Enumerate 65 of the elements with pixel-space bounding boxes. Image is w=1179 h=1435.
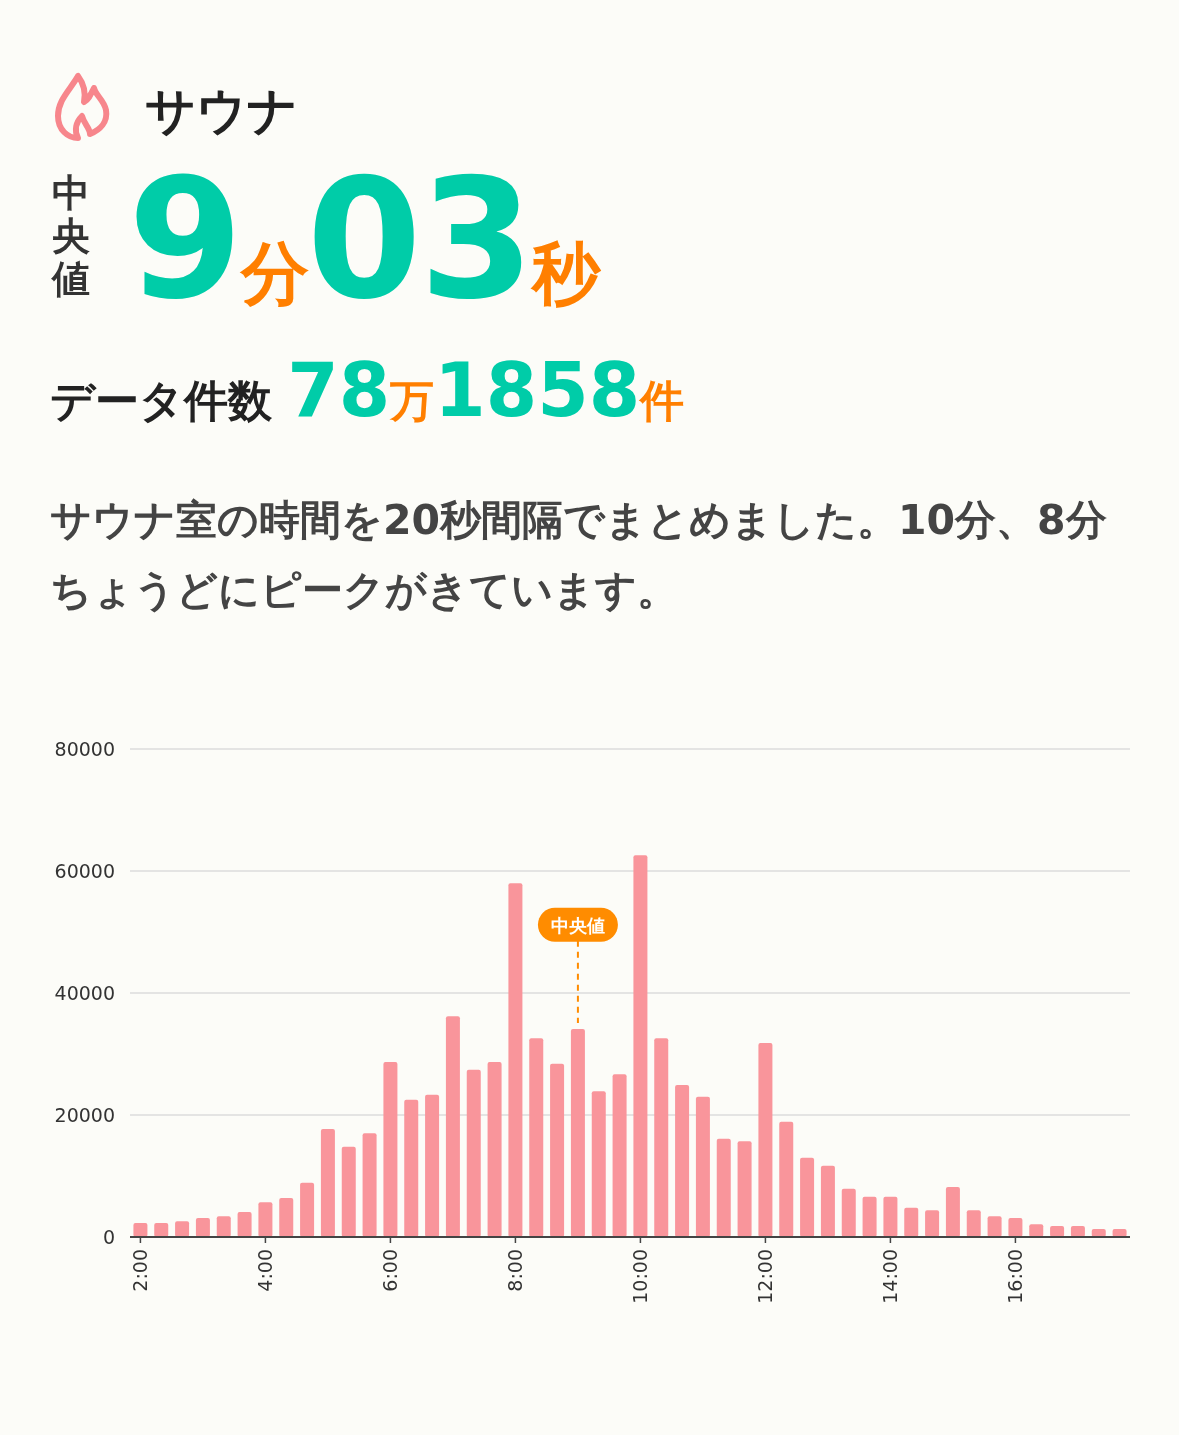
y-tick-label: 80000 xyxy=(54,738,115,760)
bar xyxy=(820,1165,835,1237)
bar xyxy=(800,1157,815,1237)
x-tick-label: 6:00 xyxy=(379,1249,402,1292)
bar xyxy=(216,1216,231,1237)
bar xyxy=(591,1091,606,1237)
bar xyxy=(1050,1226,1065,1237)
bar xyxy=(175,1221,190,1237)
y-tick-label: 0 xyxy=(102,1226,115,1248)
bar xyxy=(633,855,648,1237)
bar xyxy=(466,1069,481,1237)
bar xyxy=(425,1094,440,1237)
bar xyxy=(529,1038,544,1237)
bar xyxy=(195,1218,210,1237)
x-tick-label: 4:00 xyxy=(254,1249,277,1292)
bar xyxy=(570,1028,585,1237)
y-tick-label: 40000 xyxy=(54,982,115,1004)
bar xyxy=(341,1146,356,1237)
bar xyxy=(1008,1218,1023,1237)
bar xyxy=(925,1210,940,1237)
bar xyxy=(883,1196,898,1237)
bar xyxy=(1029,1224,1044,1237)
x-tick-label: 12:00 xyxy=(754,1249,777,1304)
x-tick-label: 2:00 xyxy=(129,1249,152,1292)
bar xyxy=(320,1129,335,1237)
bar xyxy=(487,1061,502,1237)
bar xyxy=(779,1121,794,1237)
bar xyxy=(1070,1226,1085,1237)
annotation: 中央値 xyxy=(550,914,605,936)
bar xyxy=(550,1063,565,1237)
bar xyxy=(508,883,523,1237)
bar xyxy=(966,1210,981,1237)
bar xyxy=(445,1016,460,1237)
x-tick-label: 16:00 xyxy=(1004,1249,1027,1304)
text: 中央値 xyxy=(52,171,91,301)
bar xyxy=(279,1197,294,1237)
bar xyxy=(987,1216,1002,1237)
y-tick-label: 60000 xyxy=(54,860,115,882)
bar xyxy=(154,1222,169,1237)
text: 9分03秒 xyxy=(128,144,599,336)
text: データ件数 78万1858件 xyxy=(50,347,685,433)
bar xyxy=(737,1141,752,1237)
bar xyxy=(237,1211,252,1237)
bar xyxy=(362,1133,377,1237)
bar xyxy=(862,1196,877,1237)
chart-title: サウナ xyxy=(145,81,298,142)
bar xyxy=(300,1182,315,1237)
bar xyxy=(133,1222,148,1237)
bar xyxy=(695,1096,710,1237)
bar xyxy=(758,1043,773,1237)
x-tick-label: 8:00 xyxy=(504,1249,527,1292)
x-tick-label: 14:00 xyxy=(879,1249,902,1304)
bar xyxy=(904,1207,919,1237)
text: サウナ室の時間を20秒間隔でまとめました。10分、8分ちょうどにピークがきています。 xyxy=(50,495,1108,616)
bar xyxy=(654,1038,669,1237)
bar xyxy=(675,1085,690,1237)
bar xyxy=(716,1138,731,1237)
bar xyxy=(612,1074,627,1237)
bar xyxy=(383,1061,398,1237)
y-tick-label: 20000 xyxy=(54,1104,115,1126)
bar xyxy=(841,1188,856,1237)
bar xyxy=(945,1186,960,1237)
bar xyxy=(258,1202,273,1237)
bar xyxy=(404,1099,419,1237)
x-tick-label: 10:00 xyxy=(629,1249,652,1304)
